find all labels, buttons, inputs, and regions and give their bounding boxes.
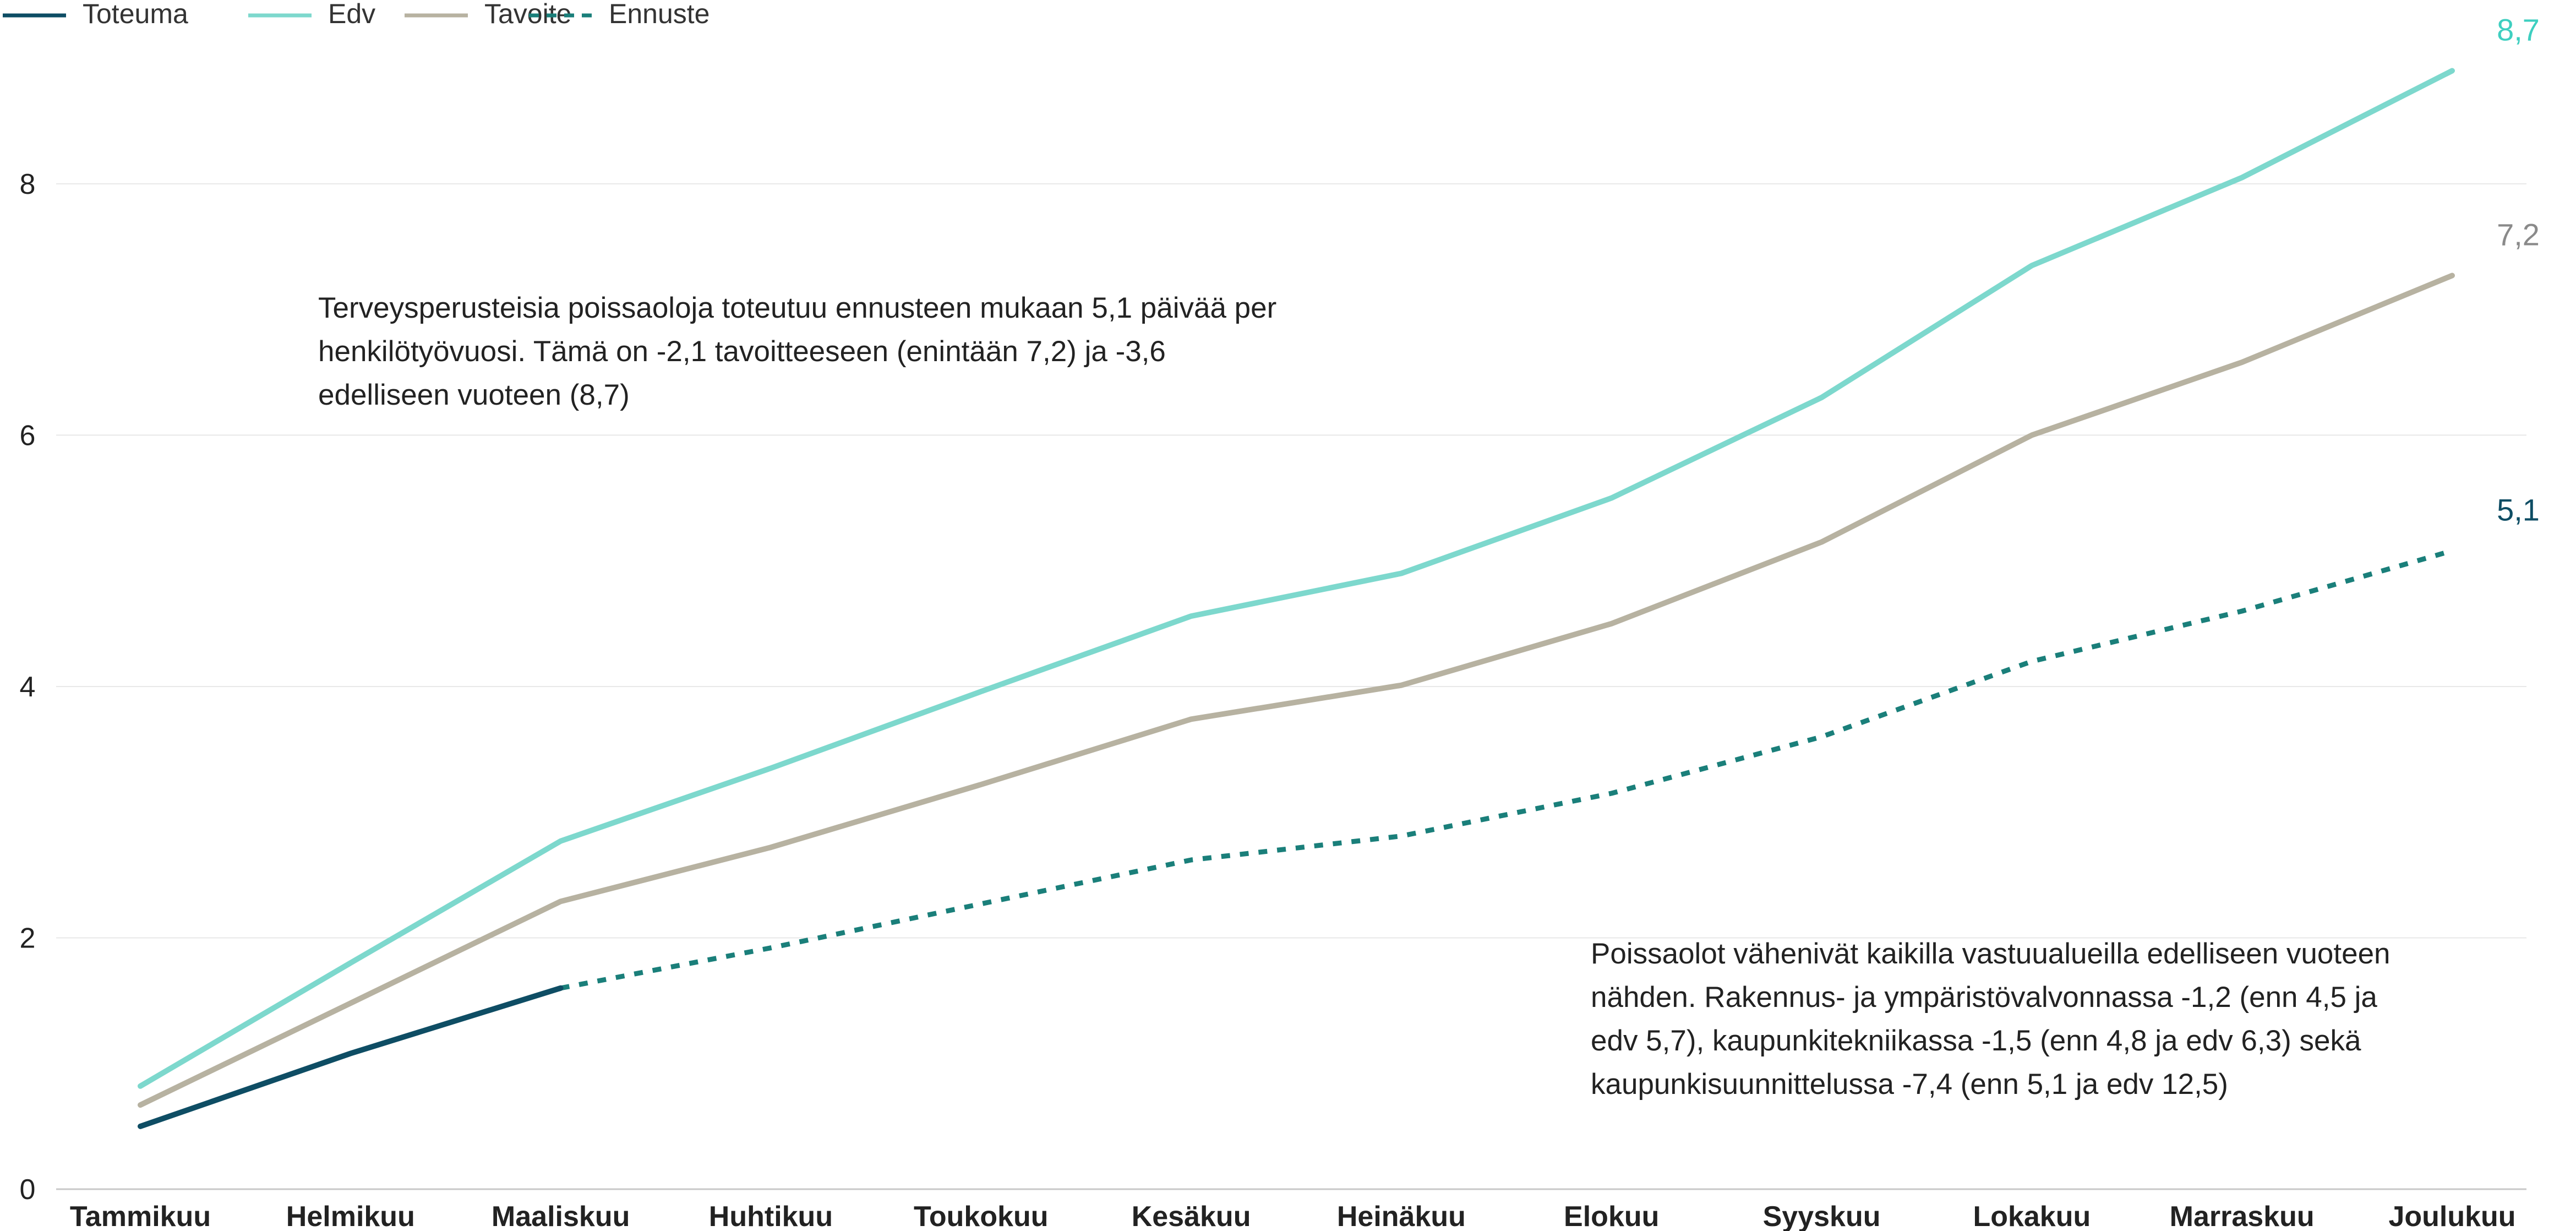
- x-tick-label: Lokakuu: [1973, 1201, 2091, 1231]
- x-tick-label: Marraskuu: [2170, 1201, 2315, 1231]
- legend-item-ennuste[interactable]: Ennuste: [529, 0, 710, 29]
- y-tick-label: 2: [20, 922, 36, 954]
- gridlines: [56, 183, 2526, 1190]
- x-tick-label: Heinäkuu: [1337, 1201, 1466, 1231]
- x-tick-label: Kesäkuu: [1132, 1201, 1251, 1231]
- annotation-unit-breakdown: Poissaolot vähenivät kaikilla vastuualue…: [1591, 932, 2391, 1106]
- x-tick-label: Elokuu: [1564, 1201, 1659, 1231]
- series-lines: [138, 68, 2455, 1129]
- annotation-line: nähden. Rakennus- ja ympäristövalvonnass…: [1591, 981, 2377, 1014]
- x-tick-label: Joulukuu: [2388, 1201, 2515, 1231]
- x-tick-label: Syyskuu: [1763, 1201, 1881, 1231]
- y-tick-label: 8: [20, 168, 36, 200]
- annotation-line: Poissaolot vähenivät kaikilla vastuualue…: [1591, 938, 2391, 970]
- end-labels: 8,7 7,2 5,1: [2497, 12, 2540, 527]
- x-tick-label: Helmikuu: [286, 1201, 415, 1231]
- annotation-line: kaupunkisuunnittelussa -7,4 (enn 5,1 ja …: [1591, 1068, 2228, 1101]
- legend-label: Edv: [328, 0, 375, 29]
- annotation-forecast-summary: Terveysperusteisia poissaoloja toteutuu …: [318, 286, 1276, 417]
- y-axis-ticks: 0 2 4 6 8: [20, 168, 36, 1206]
- x-tick-label: Tammikuu: [70, 1201, 211, 1231]
- series-line-edv: [138, 68, 2455, 1089]
- annotation-line: Terveysperusteisia poissaoloja toteutuu …: [318, 292, 1277, 324]
- series-line-tavoite: [138, 273, 2455, 1108]
- legend-item-edv[interactable]: Edv: [248, 0, 375, 29]
- legend-item-toteuma[interactable]: Toteuma: [3, 0, 188, 29]
- end-label-ennuste: 5,1: [2497, 492, 2540, 527]
- x-tick-label: Huhtikuu: [709, 1201, 833, 1231]
- legend-label: Toteuma: [83, 0, 188, 29]
- annotation-line: henkilötyövuosi. Tämä on -2,1 tavoittees…: [318, 335, 1166, 368]
- end-label-tavoite: 7,2: [2497, 217, 2540, 252]
- legend-label: Tavoite: [484, 0, 571, 29]
- series-line-ennuste: [560, 548, 2453, 991]
- y-tick-label: 6: [20, 420, 36, 451]
- y-tick-label: 4: [20, 671, 36, 703]
- series-line-toteuma: [138, 985, 564, 1129]
- legend-item-tavoite[interactable]: Tavoite: [405, 0, 571, 29]
- annotation-line: edelliseen vuoteen (8,7): [318, 379, 630, 411]
- x-axis-ticks: Tammikuu Helmikuu Maaliskuu Huhtikuu Toukoku…: [70, 1201, 2516, 1231]
- annotation-line: edv 5,7), kaupunkitekniikassa -1,5 (enn …: [1591, 1025, 2361, 1057]
- legend-label: Ennuste: [609, 0, 710, 29]
- x-tick-label: Maaliskuu: [492, 1201, 630, 1231]
- y-tick-label: 0: [20, 1174, 36, 1206]
- legend[interactable]: Toteuma Edv Tavoite Ennuste: [3, 0, 710, 29]
- end-label-edv: 8,7: [2497, 12, 2540, 47]
- x-tick-label: Toukokuu: [914, 1201, 1049, 1231]
